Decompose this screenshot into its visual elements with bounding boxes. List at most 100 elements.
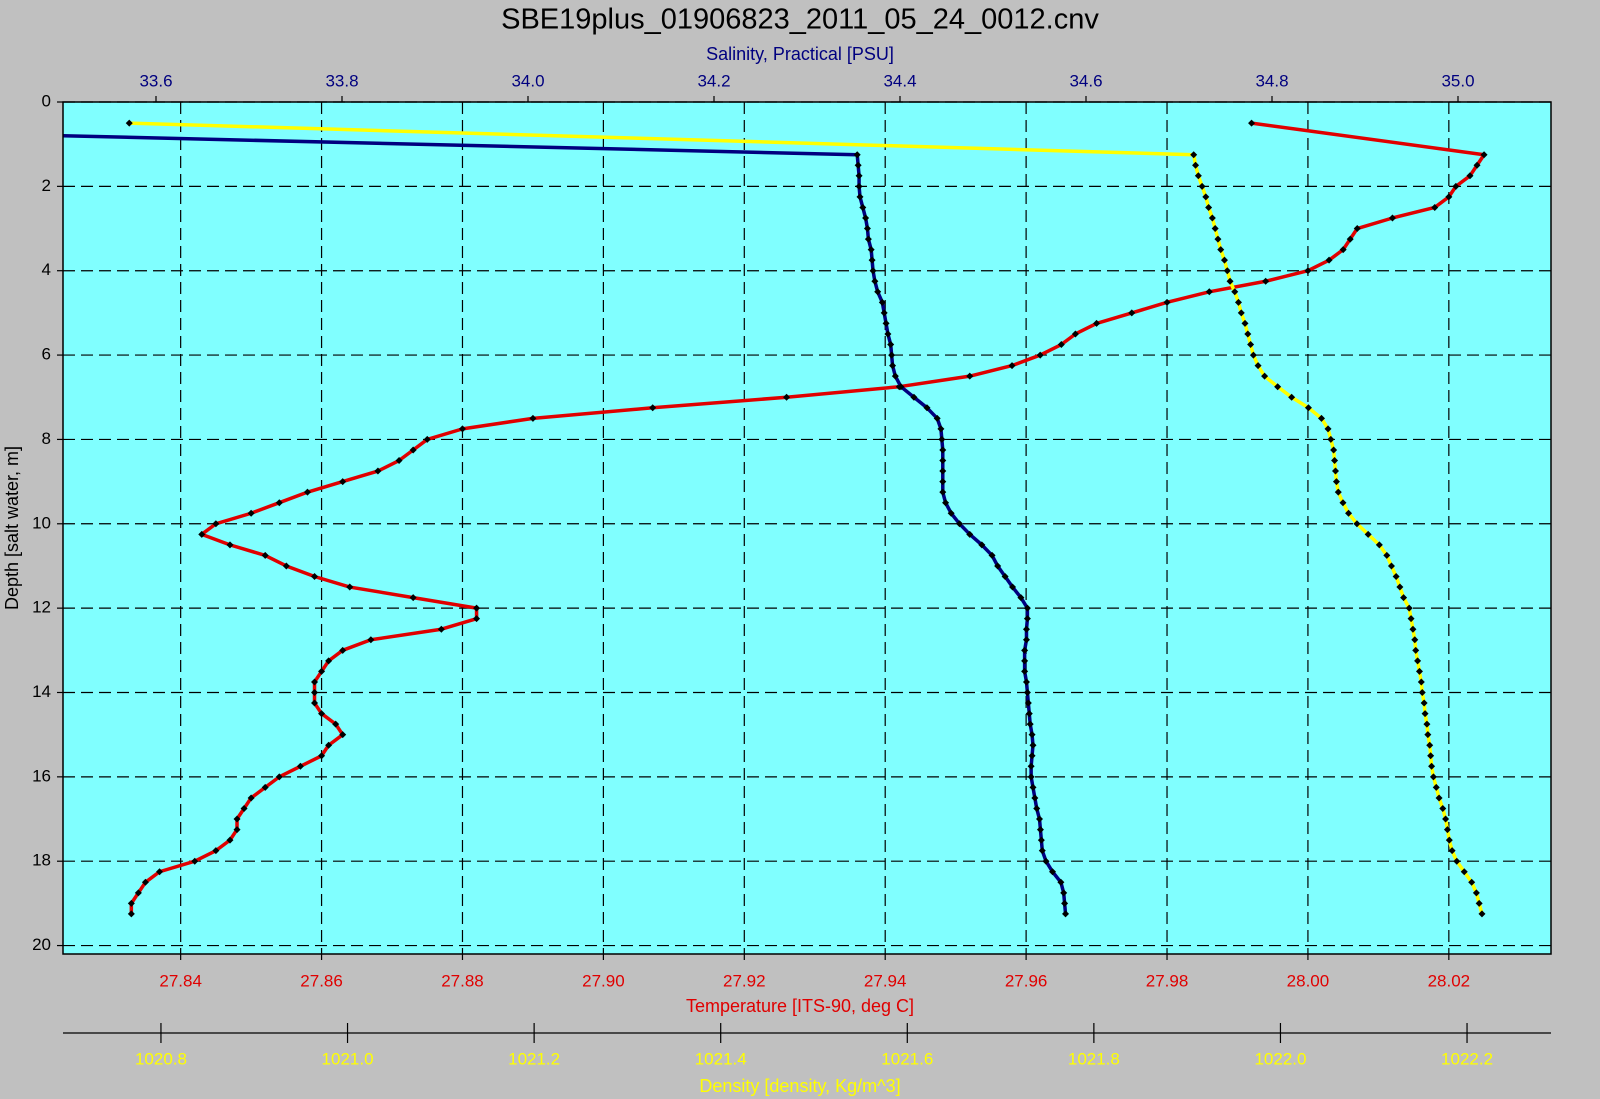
point-marker bbox=[198, 530, 206, 538]
point-marker bbox=[1023, 615, 1031, 623]
point-marker bbox=[339, 646, 347, 654]
point-marker bbox=[529, 414, 537, 422]
point-marker bbox=[1331, 467, 1339, 475]
point-marker bbox=[1407, 615, 1415, 623]
x3-tick-label: 1022.0 bbox=[1254, 1049, 1306, 1068]
point-marker bbox=[1318, 414, 1326, 422]
point-marker bbox=[1022, 636, 1030, 644]
point-marker bbox=[1205, 288, 1213, 296]
point-marker bbox=[437, 625, 445, 633]
point-marker bbox=[1388, 214, 1396, 222]
point-marker bbox=[134, 889, 142, 897]
point-marker bbox=[1409, 625, 1417, 633]
point-marker bbox=[1208, 214, 1216, 222]
point-marker bbox=[1460, 868, 1468, 876]
point-marker bbox=[1024, 699, 1032, 707]
point-marker bbox=[856, 193, 864, 201]
point-marker bbox=[311, 573, 319, 581]
point-marker bbox=[1036, 351, 1044, 359]
point-marker bbox=[1223, 267, 1231, 275]
x2-tick-label: 34.8 bbox=[1255, 71, 1288, 90]
point-marker bbox=[1339, 246, 1347, 254]
point-marker bbox=[1029, 741, 1037, 749]
point-marker bbox=[1417, 678, 1425, 686]
x2-tick-label: 33.6 bbox=[139, 71, 172, 90]
point-marker bbox=[339, 478, 347, 486]
point-marker bbox=[878, 298, 886, 306]
x-tick-label: 28.02 bbox=[1428, 971, 1471, 990]
x3-tick-label: 1021.8 bbox=[1068, 1049, 1120, 1068]
point-marker bbox=[311, 688, 319, 696]
point-marker bbox=[1411, 636, 1419, 644]
point-marker bbox=[261, 551, 269, 559]
point-marker bbox=[1062, 910, 1070, 918]
point-marker bbox=[1194, 172, 1202, 180]
point-marker bbox=[1400, 594, 1408, 602]
x-axis-title: Temperature [ITS-90, deg C] bbox=[686, 996, 914, 1016]
point-marker bbox=[1128, 309, 1136, 317]
point-marker bbox=[275, 773, 283, 781]
point-marker bbox=[318, 710, 326, 718]
point-marker bbox=[318, 752, 326, 760]
point-marker bbox=[1327, 435, 1335, 443]
point-marker bbox=[233, 815, 241, 823]
point-marker bbox=[939, 478, 947, 486]
point-marker bbox=[1445, 193, 1453, 201]
point-marker bbox=[374, 467, 382, 475]
point-marker bbox=[1375, 541, 1383, 549]
x-tick-label: 27.84 bbox=[159, 971, 202, 990]
point-marker bbox=[869, 267, 877, 275]
x2-tick-label: 34.4 bbox=[883, 71, 916, 90]
point-marker bbox=[473, 604, 481, 612]
point-marker bbox=[966, 372, 974, 380]
point-marker bbox=[233, 826, 241, 834]
point-marker bbox=[1237, 309, 1245, 317]
point-marker bbox=[311, 678, 319, 686]
point-marker bbox=[939, 457, 947, 465]
point-marker bbox=[1247, 341, 1255, 349]
y-tick-label: 18 bbox=[32, 851, 51, 870]
point-marker bbox=[1061, 899, 1069, 907]
point-marker bbox=[1330, 446, 1338, 454]
point-marker bbox=[1396, 583, 1404, 591]
point-marker bbox=[1038, 847, 1046, 855]
point-marker bbox=[978, 541, 986, 549]
point-marker bbox=[1427, 752, 1435, 760]
point-marker bbox=[1353, 225, 1361, 233]
point-marker bbox=[1452, 182, 1460, 190]
point-marker bbox=[332, 720, 340, 728]
point-marker bbox=[423, 435, 431, 443]
point-marker bbox=[1241, 319, 1249, 327]
point-marker bbox=[1478, 910, 1486, 918]
point-marker bbox=[938, 435, 946, 443]
point-marker bbox=[1448, 847, 1456, 855]
point-marker bbox=[1325, 256, 1333, 264]
point-marker bbox=[783, 393, 791, 401]
point-marker bbox=[1022, 625, 1030, 633]
point-marker bbox=[947, 509, 955, 517]
x3-tick-label: 1021.2 bbox=[508, 1049, 560, 1068]
point-marker bbox=[854, 161, 862, 169]
point-marker bbox=[1031, 794, 1039, 802]
point-marker bbox=[939, 488, 947, 496]
point-marker bbox=[325, 657, 333, 665]
point-marker bbox=[1027, 762, 1035, 770]
x-tick-label: 28.00 bbox=[1287, 971, 1330, 990]
point-marker bbox=[1036, 826, 1044, 834]
point-marker bbox=[1234, 298, 1242, 306]
point-marker bbox=[897, 383, 905, 391]
point-marker bbox=[296, 762, 304, 770]
point-marker bbox=[141, 878, 149, 886]
point-marker bbox=[226, 541, 234, 549]
point-marker bbox=[1042, 857, 1050, 865]
point-marker bbox=[1418, 688, 1426, 696]
point-marker bbox=[882, 319, 890, 327]
point-marker bbox=[1431, 203, 1439, 211]
point-marker bbox=[880, 309, 888, 317]
point-marker bbox=[1426, 741, 1434, 749]
point-marker bbox=[1432, 783, 1440, 791]
point-marker bbox=[887, 341, 895, 349]
point-marker bbox=[1387, 562, 1395, 570]
point-marker bbox=[888, 351, 896, 359]
point-marker bbox=[939, 467, 947, 475]
